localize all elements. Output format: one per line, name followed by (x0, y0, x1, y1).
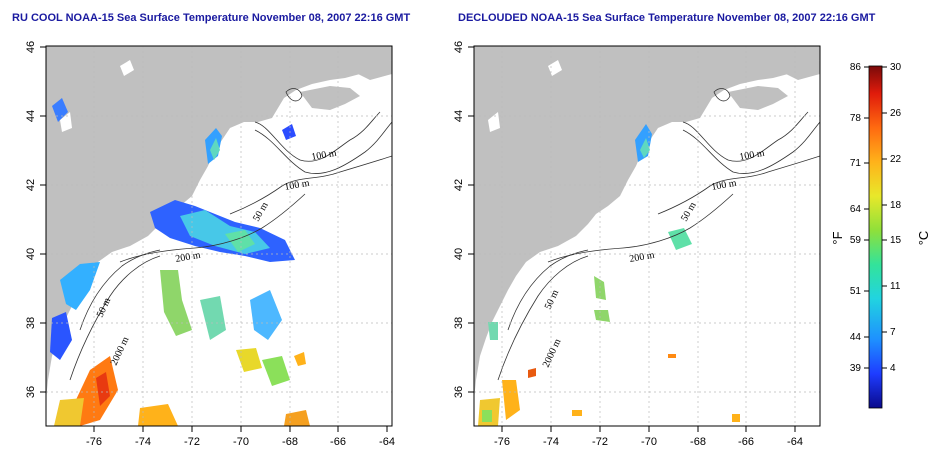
colorbar-f-label: 86 (850, 62, 862, 73)
colorbar-f-label: 59 (850, 235, 862, 246)
lon-tick-label: -70 (233, 436, 249, 448)
colorbar-f-label: 44 (850, 332, 862, 343)
colorbar-c-label: 26 (890, 108, 902, 119)
bathymetry-contours (69, 88, 392, 381)
colorbar-c-label: 15 (890, 235, 902, 246)
lat-tick-label: 42 (25, 179, 37, 191)
lon-tick-label: -68 (690, 436, 706, 448)
land-mass (46, 46, 392, 400)
bathymetry-contours (497, 88, 820, 381)
left-map-title: RU COOL NOAA-15 Sea Surface Temperature … (12, 12, 411, 24)
lon-tick-label: -72 (184, 436, 200, 448)
map-frame (45, 45, 393, 427)
lat-tick-label: 46 (25, 41, 37, 53)
sst-patches (50, 98, 310, 426)
lat-tick-label: 36 (25, 386, 37, 398)
fahrenheit-unit-label: °F (830, 231, 845, 244)
colorbar-c-label: 18 (890, 200, 902, 211)
right-map-title: DECLOUDED NOAA-15 Sea Surface Temperatur… (458, 12, 876, 24)
lat-tick-label: 46 (453, 41, 465, 53)
colorbar-f-label: 78 (850, 113, 862, 124)
lon-tick-label: -66 (330, 436, 346, 448)
lon-tick-label: -74 (135, 436, 151, 448)
lat-lon-grid (46, 46, 392, 426)
lon-tick-label: -76 (494, 436, 510, 448)
lon-tick-label: -74 (543, 436, 559, 448)
colorbar-f-label: 71 (850, 158, 862, 169)
land-mass (474, 46, 820, 400)
colorbar-c-label: 7 (890, 327, 896, 338)
lon-tick-label: -64 (787, 436, 803, 448)
lat-tick-label: 36 (453, 386, 465, 398)
contour-label: 100 m (311, 148, 338, 163)
lon-tick-label: -64 (379, 436, 395, 448)
colorbar-f-label: 64 (850, 204, 862, 215)
temperature-colorbar: 86 78 71 64 59 51 44 39 30 26 22 18 15 1… (830, 62, 931, 409)
contour-label: 100 m (284, 178, 311, 193)
map-frame (473, 45, 821, 427)
colorbar-f-label: 51 (850, 286, 862, 297)
contour-label: 100 m (711, 178, 738, 193)
lat-tick-label: 38 (25, 317, 37, 329)
lat-tick-label: 40 (453, 248, 465, 260)
celsius-unit-label: °C (916, 231, 931, 246)
colorbar-c-label: 22 (890, 154, 902, 165)
sst-patches (478, 124, 740, 426)
lat-tick-label: 44 (453, 110, 465, 122)
lat-tick-label: 38 (453, 317, 465, 329)
colorbar-gradient (868, 65, 883, 409)
lon-tick-label: -76 (86, 436, 102, 448)
contour-label: 200 m (175, 250, 202, 265)
colorbar-c-label: 30 (890, 62, 902, 73)
colorbar-f-label: 39 (850, 363, 862, 374)
lat-lon-grid (474, 46, 820, 426)
lon-tick-label: -68 (282, 436, 298, 448)
lon-tick-label: -72 (592, 436, 608, 448)
left-sst-map: 100 m 100 m 50 m 200 m 50 m 2000 m -76 -… (25, 41, 395, 448)
lon-tick-label: -70 (641, 436, 657, 448)
lat-tick-label: 42 (453, 179, 465, 191)
lat-tick-label: 44 (25, 110, 37, 122)
lon-tick-label: -66 (738, 436, 754, 448)
colorbar-c-label: 4 (890, 363, 896, 374)
contour-label: 200 m (629, 250, 656, 265)
lat-tick-label: 40 (25, 248, 37, 260)
contour-label: 100 m (739, 148, 766, 163)
right-sst-map: 100 m 100 m 50 m 200 m 50 m 2000 m -76 -… (453, 41, 821, 448)
colorbar-c-label: 11 (890, 281, 901, 292)
